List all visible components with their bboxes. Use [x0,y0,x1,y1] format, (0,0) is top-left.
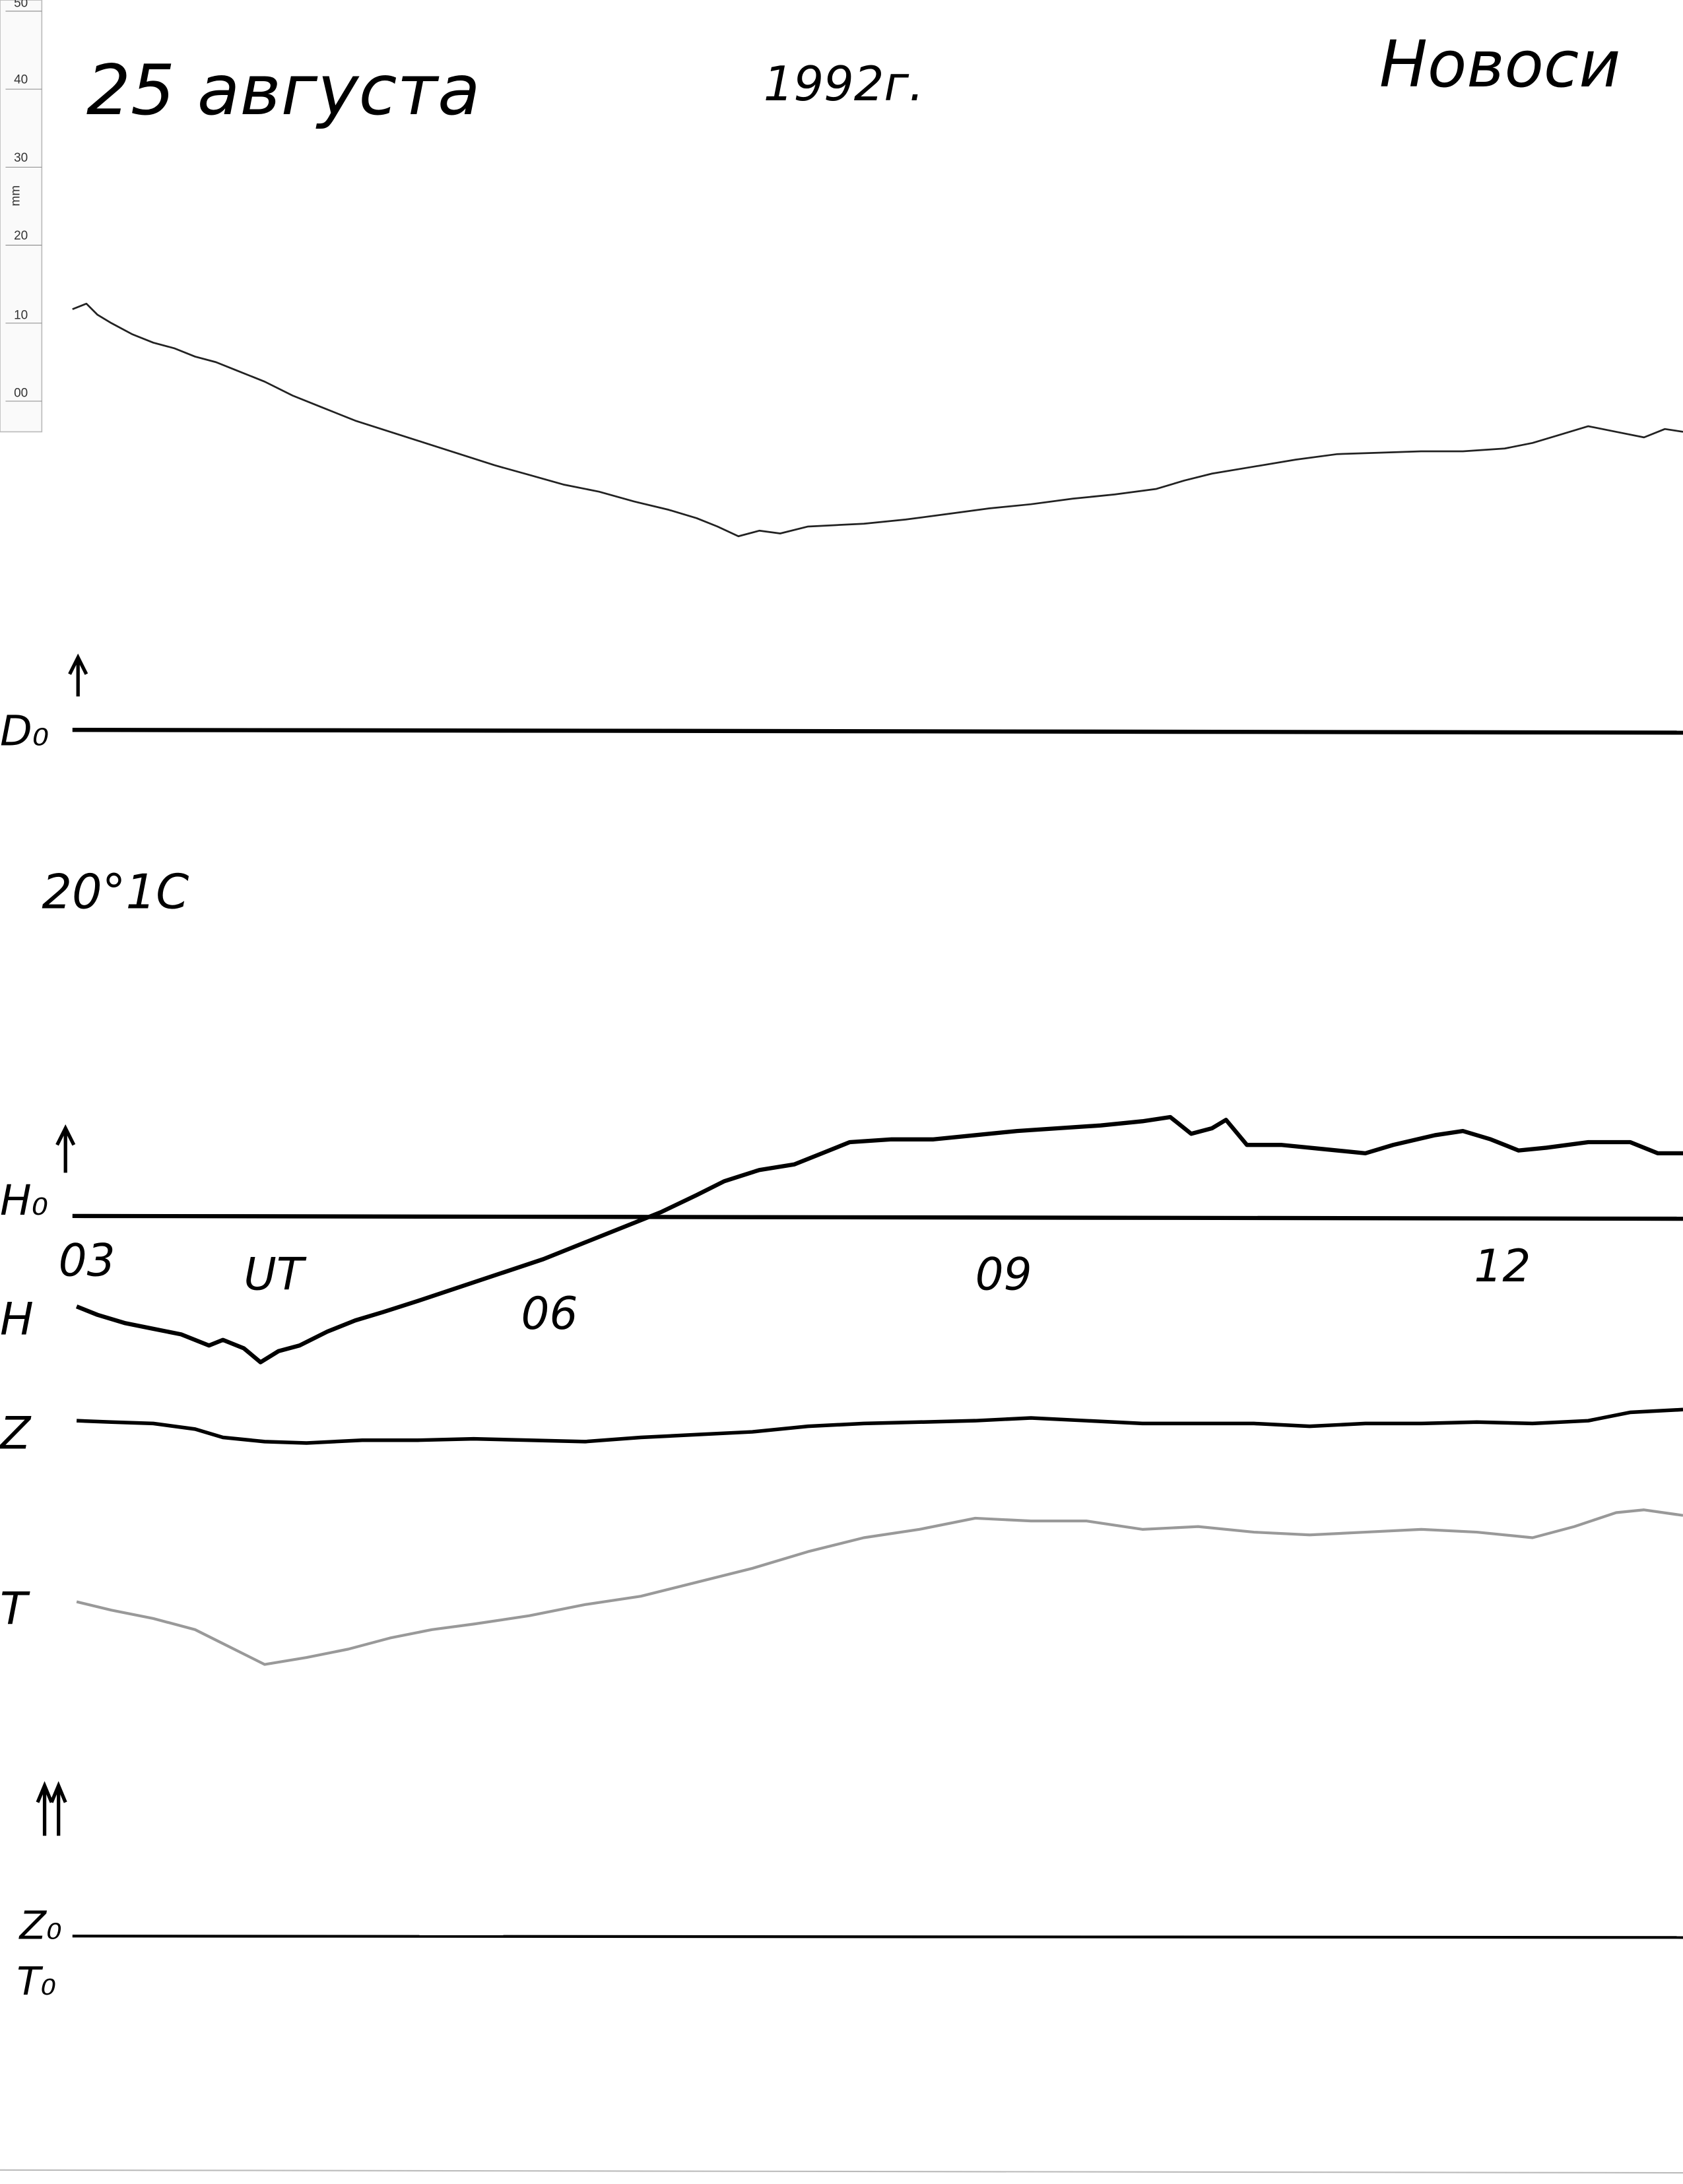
paper-edge [0,2169,1683,2174]
ruler-label: 20 [14,229,28,243]
temperature: 20°1C [42,864,189,919]
ruler-label: 10 [14,308,28,322]
ruler-label: 40 [14,73,28,87]
h-label: H [0,1293,34,1345]
time-mark: 09 [975,1248,1032,1301]
year: 1992г. [764,56,924,112]
z-label: Z [0,1407,32,1459]
date: 25 августа [86,49,480,131]
ruler-label: 30 [14,151,28,165]
time-start: 03 [59,1235,116,1287]
t-trace [76,1508,1683,1666]
zt-baseline [72,1935,1683,1939]
time-mark: 06 [521,1287,578,1339]
time-mark: 12 [1474,1240,1531,1292]
h-trace [75,1114,1683,1365]
t-baseline-label: T₀ [16,1958,56,2004]
z-baseline-label: Z₀ [18,1902,62,1948]
ruler-label: 50 [14,0,28,11]
time-unit: UT [244,1248,306,1301]
d-baseline [72,727,1683,735]
ruler: 50 40 30 20 10 00 mm [0,0,43,433]
t-label: T [0,1582,30,1634]
d-baseline-label: D₀ [0,706,49,755]
ruler-unit: mm [9,185,23,207]
zt-arrows [36,1781,67,1836]
h-arrow [55,1124,76,1173]
h-baseline-label: H₀ [0,1176,48,1225]
d-trace [72,302,1683,538]
ruler-label: 00 [14,387,28,401]
z-trace [76,1407,1683,1445]
ruler-body [0,0,43,433]
station: Новоси [1379,27,1621,102]
h-baseline [72,1213,1683,1221]
d-arrow [68,653,88,697]
